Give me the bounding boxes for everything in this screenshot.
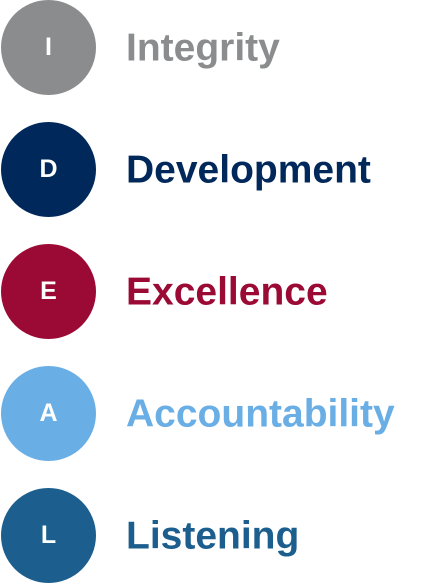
value-word-accountability: Accountability <box>126 392 395 436</box>
letter-circle-i: I <box>1 0 96 95</box>
value-row-listening: L Listening <box>0 488 430 584</box>
value-row-accountability: A Accountability <box>0 366 430 462</box>
value-row-integrity: I Integrity <box>0 0 430 96</box>
value-word-listening: Listening <box>126 514 300 558</box>
letter-circle-d: D <box>1 122 96 217</box>
letter-circle-a: A <box>1 366 96 461</box>
value-word-development: Development <box>126 148 371 192</box>
value-word-excellence: Excellence <box>126 270 328 314</box>
letter-circle-e: E <box>1 244 96 339</box>
value-row-development: D Development <box>0 122 430 218</box>
value-row-excellence: E Excellence <box>0 244 430 340</box>
value-word-integrity: Integrity <box>126 26 280 70</box>
letter-circle-l: L <box>1 488 96 583</box>
